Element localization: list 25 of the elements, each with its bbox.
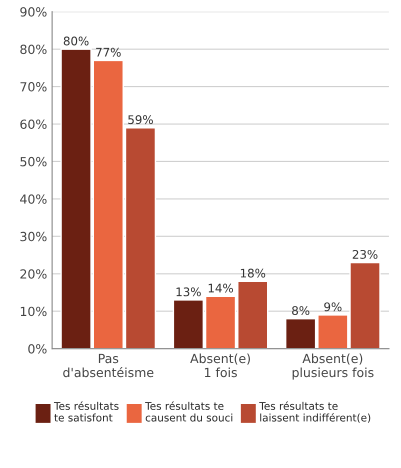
legend-label: Tes résultats te satisfont [54, 401, 119, 422]
data-label: 18% [240, 268, 266, 278]
legend-label: Tes résultats te causent du souci [145, 401, 232, 422]
x-tick-label: Pas d'absentéisme [63, 354, 154, 378]
x-tick-label: Absent(e) plusieurs fois [292, 354, 374, 380]
data-label: 9% [324, 302, 342, 312]
y-tick-label: 90% [20, 7, 47, 17]
data-label: 14% [208, 284, 234, 293]
data-label: 59% [128, 115, 153, 124]
data-label: 77% [96, 48, 121, 57]
y-tick-label: 0% [28, 344, 47, 354]
y-tick-label: 10% [20, 306, 47, 316]
y-tick-label: 80% [20, 44, 47, 54]
y-tick-label: 70% [20, 82, 47, 92]
x-tick-label: Absent(e) 1 fois [190, 354, 250, 378]
y-tick-label: 20% [20, 269, 47, 279]
y-tick-label: 50% [20, 156, 47, 166]
data-label: 13% [176, 287, 201, 296]
y-tick-label: 60% [20, 119, 47, 129]
data-label: 80% [64, 36, 89, 46]
data-label: 23% [352, 250, 378, 259]
legend-label: Tes résultats te laissent indifférent(e) [259, 401, 370, 423]
data-label: 8% [292, 306, 310, 316]
y-tick-label: 40% [20, 194, 47, 204]
y-tick-label: 30% [20, 232, 47, 242]
